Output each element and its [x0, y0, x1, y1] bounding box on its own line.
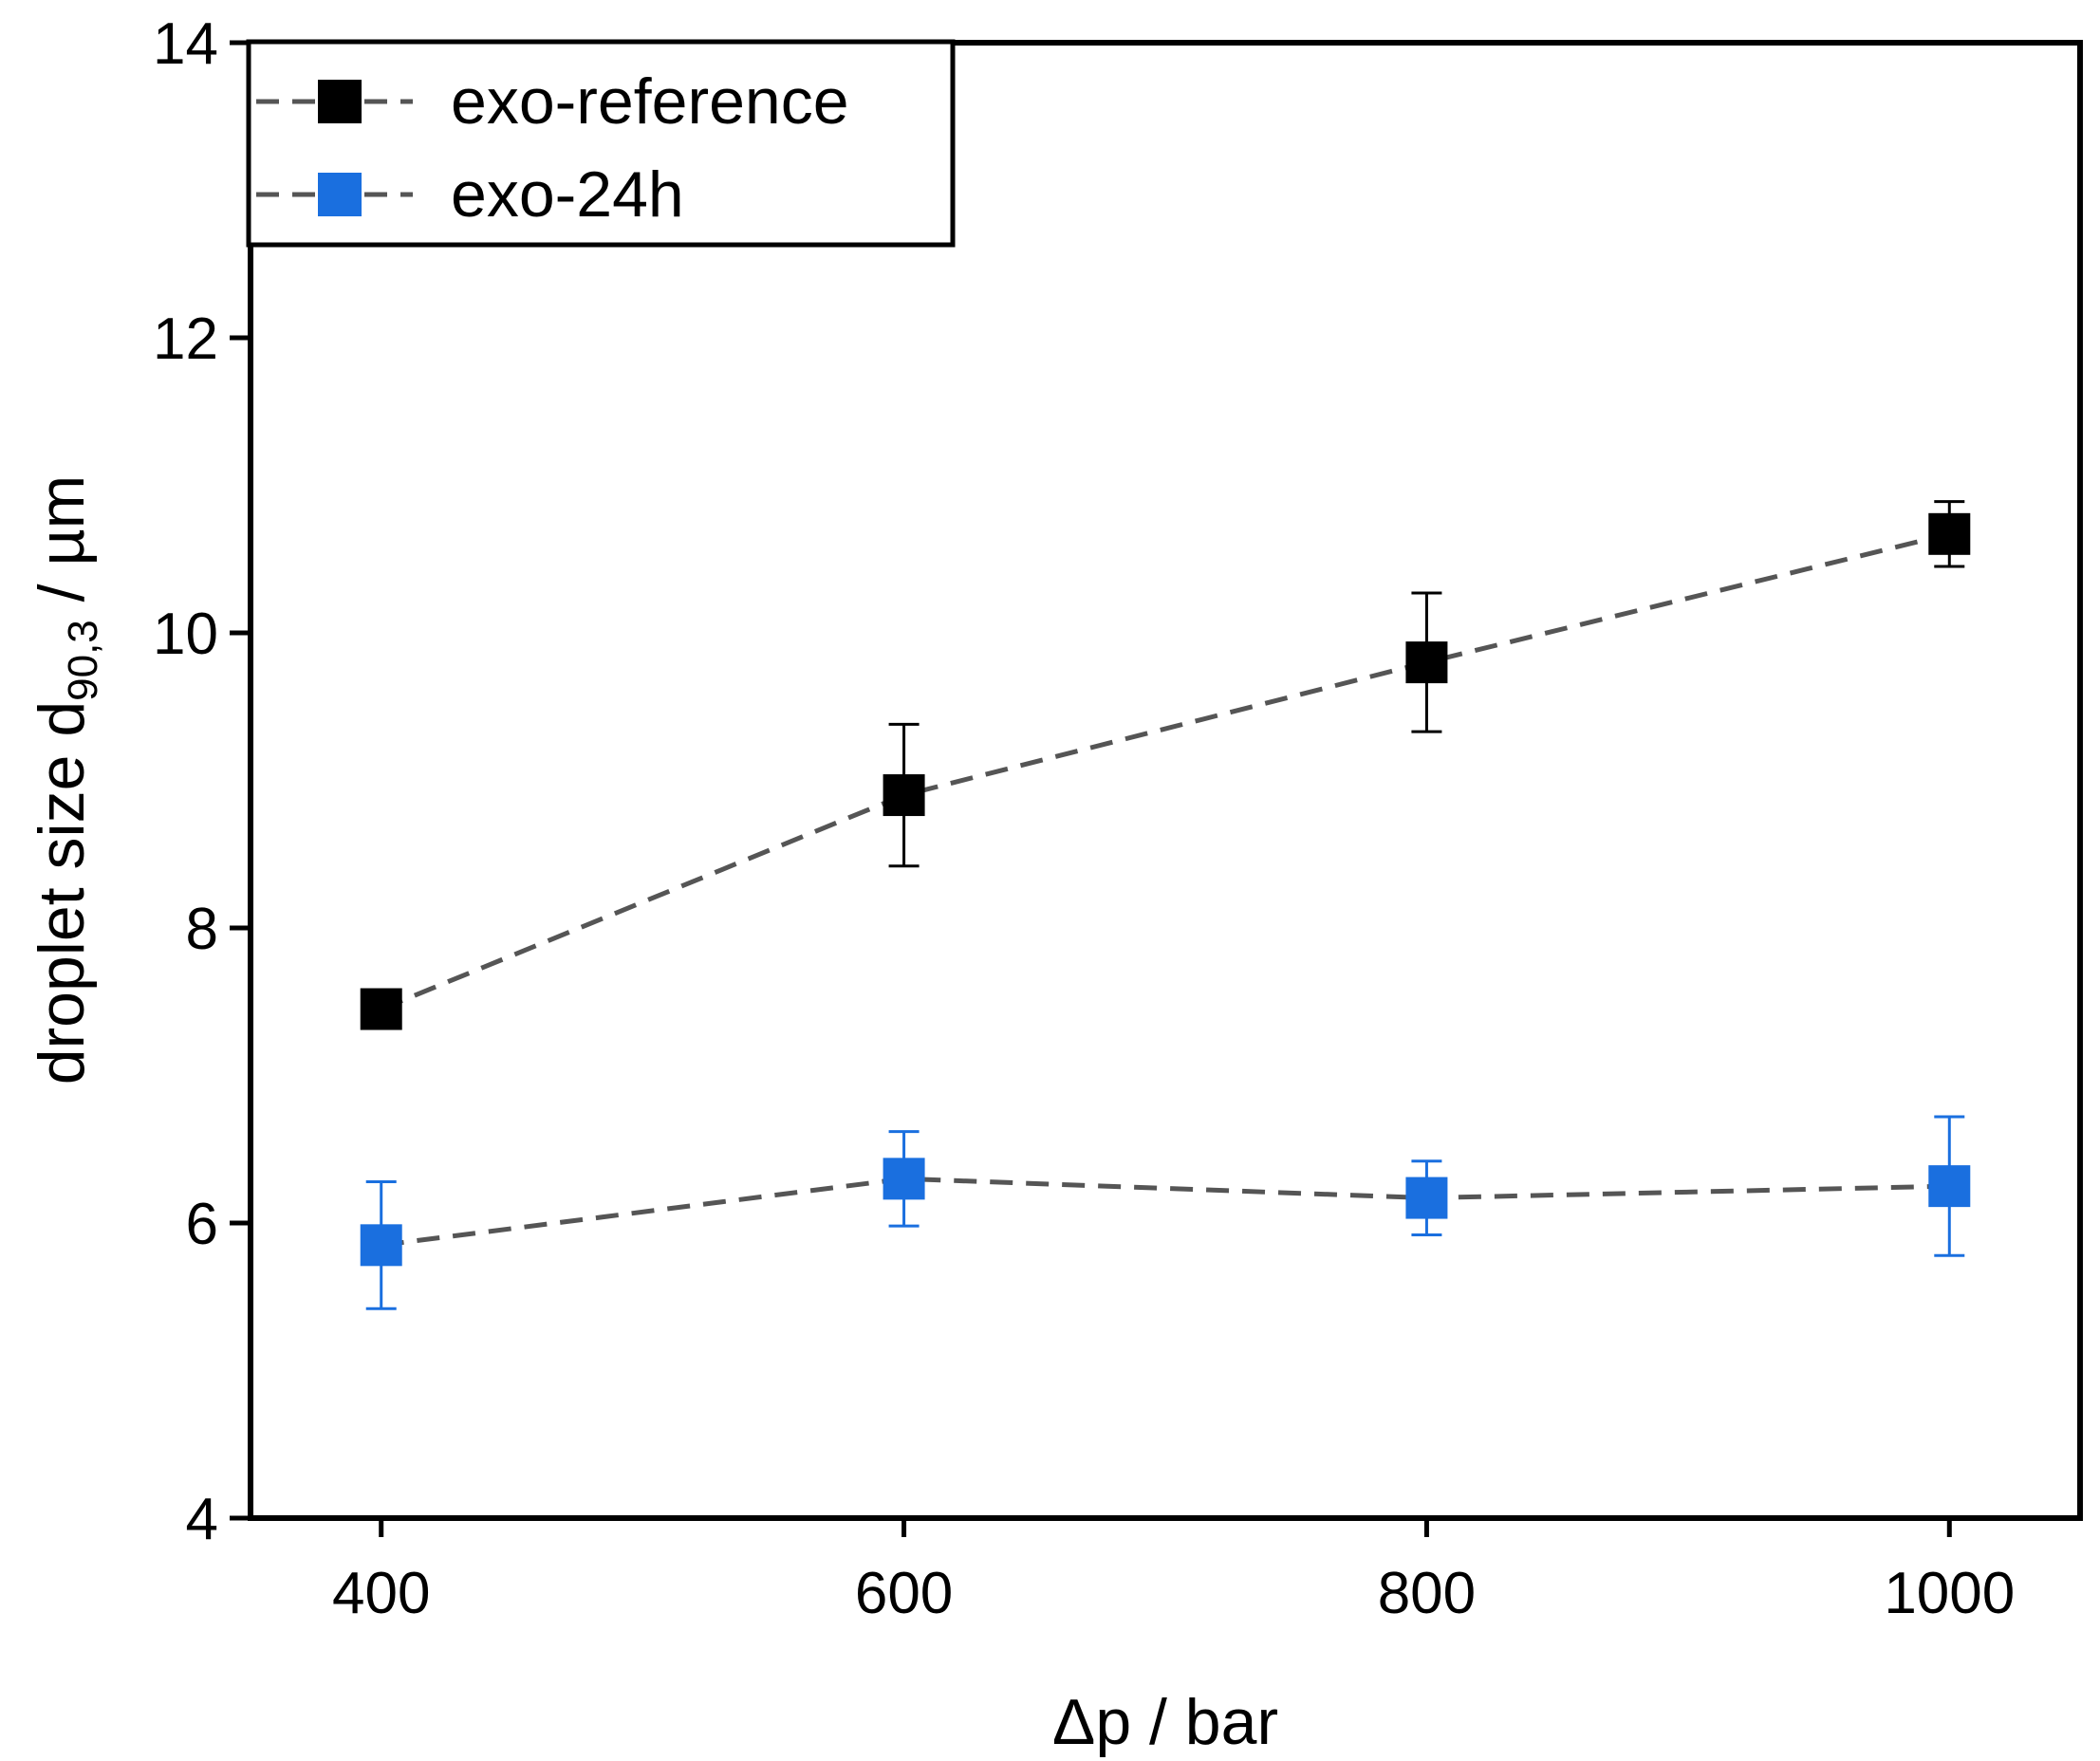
legend-marker-exo-reference	[318, 80, 362, 123]
x-tick-label-1: 600	[855, 1561, 953, 1626]
legend-marker-exo-24h	[318, 173, 362, 216]
data-point-exo-24h-0	[360, 1224, 402, 1267]
x-tick-label-2: 800	[1378, 1561, 1476, 1626]
y-tick-label-0: 4	[186, 1487, 218, 1552]
data-point-exo-24h-1	[883, 1158, 925, 1200]
data-point-exo-24h-2	[1405, 1177, 1448, 1219]
data-point-exo-reference-3	[1928, 512, 1971, 555]
data-point-exo-24h-3	[1928, 1165, 1971, 1208]
x-axis-title: Δp / bar	[1052, 1686, 1278, 1758]
data-point-exo-reference-1	[883, 774, 925, 817]
y-tick-label-1: 6	[186, 1192, 218, 1257]
series-exo-reference	[360, 500, 1971, 1030]
data-point-exo-reference-2	[1405, 641, 1448, 684]
axis-layer: 400 600 800 1000 4 6 8 10 12 14	[153, 11, 2015, 1626]
y-tick-label-5: 14	[153, 11, 218, 77]
series-line-exo-24h	[381, 1176, 1950, 1248]
legend-label-exo-reference: exo-reference	[451, 65, 849, 138]
series-layer	[360, 500, 1971, 1310]
series-line-exo-reference	[380, 531, 1950, 1011]
y-axis-title: droplet size d90,3 / µm	[26, 475, 106, 1085]
x-tick-label-3: 1000	[1884, 1561, 2015, 1626]
plot-frame	[248, 40, 2083, 1521]
data-point-exo-reference-0	[360, 988, 402, 1030]
x-tick-label-0: 400	[332, 1561, 430, 1626]
legend: exo-reference exo-24h	[246, 39, 956, 248]
y-tick-label-3: 10	[153, 602, 218, 667]
legend-box	[246, 39, 956, 248]
y-tick-label-4: 12	[153, 306, 218, 372]
legend-label-exo-24h: exo-24h	[451, 158, 684, 231]
y-tick-label-2: 8	[186, 897, 218, 962]
series-exo-24h	[360, 1115, 1971, 1310]
